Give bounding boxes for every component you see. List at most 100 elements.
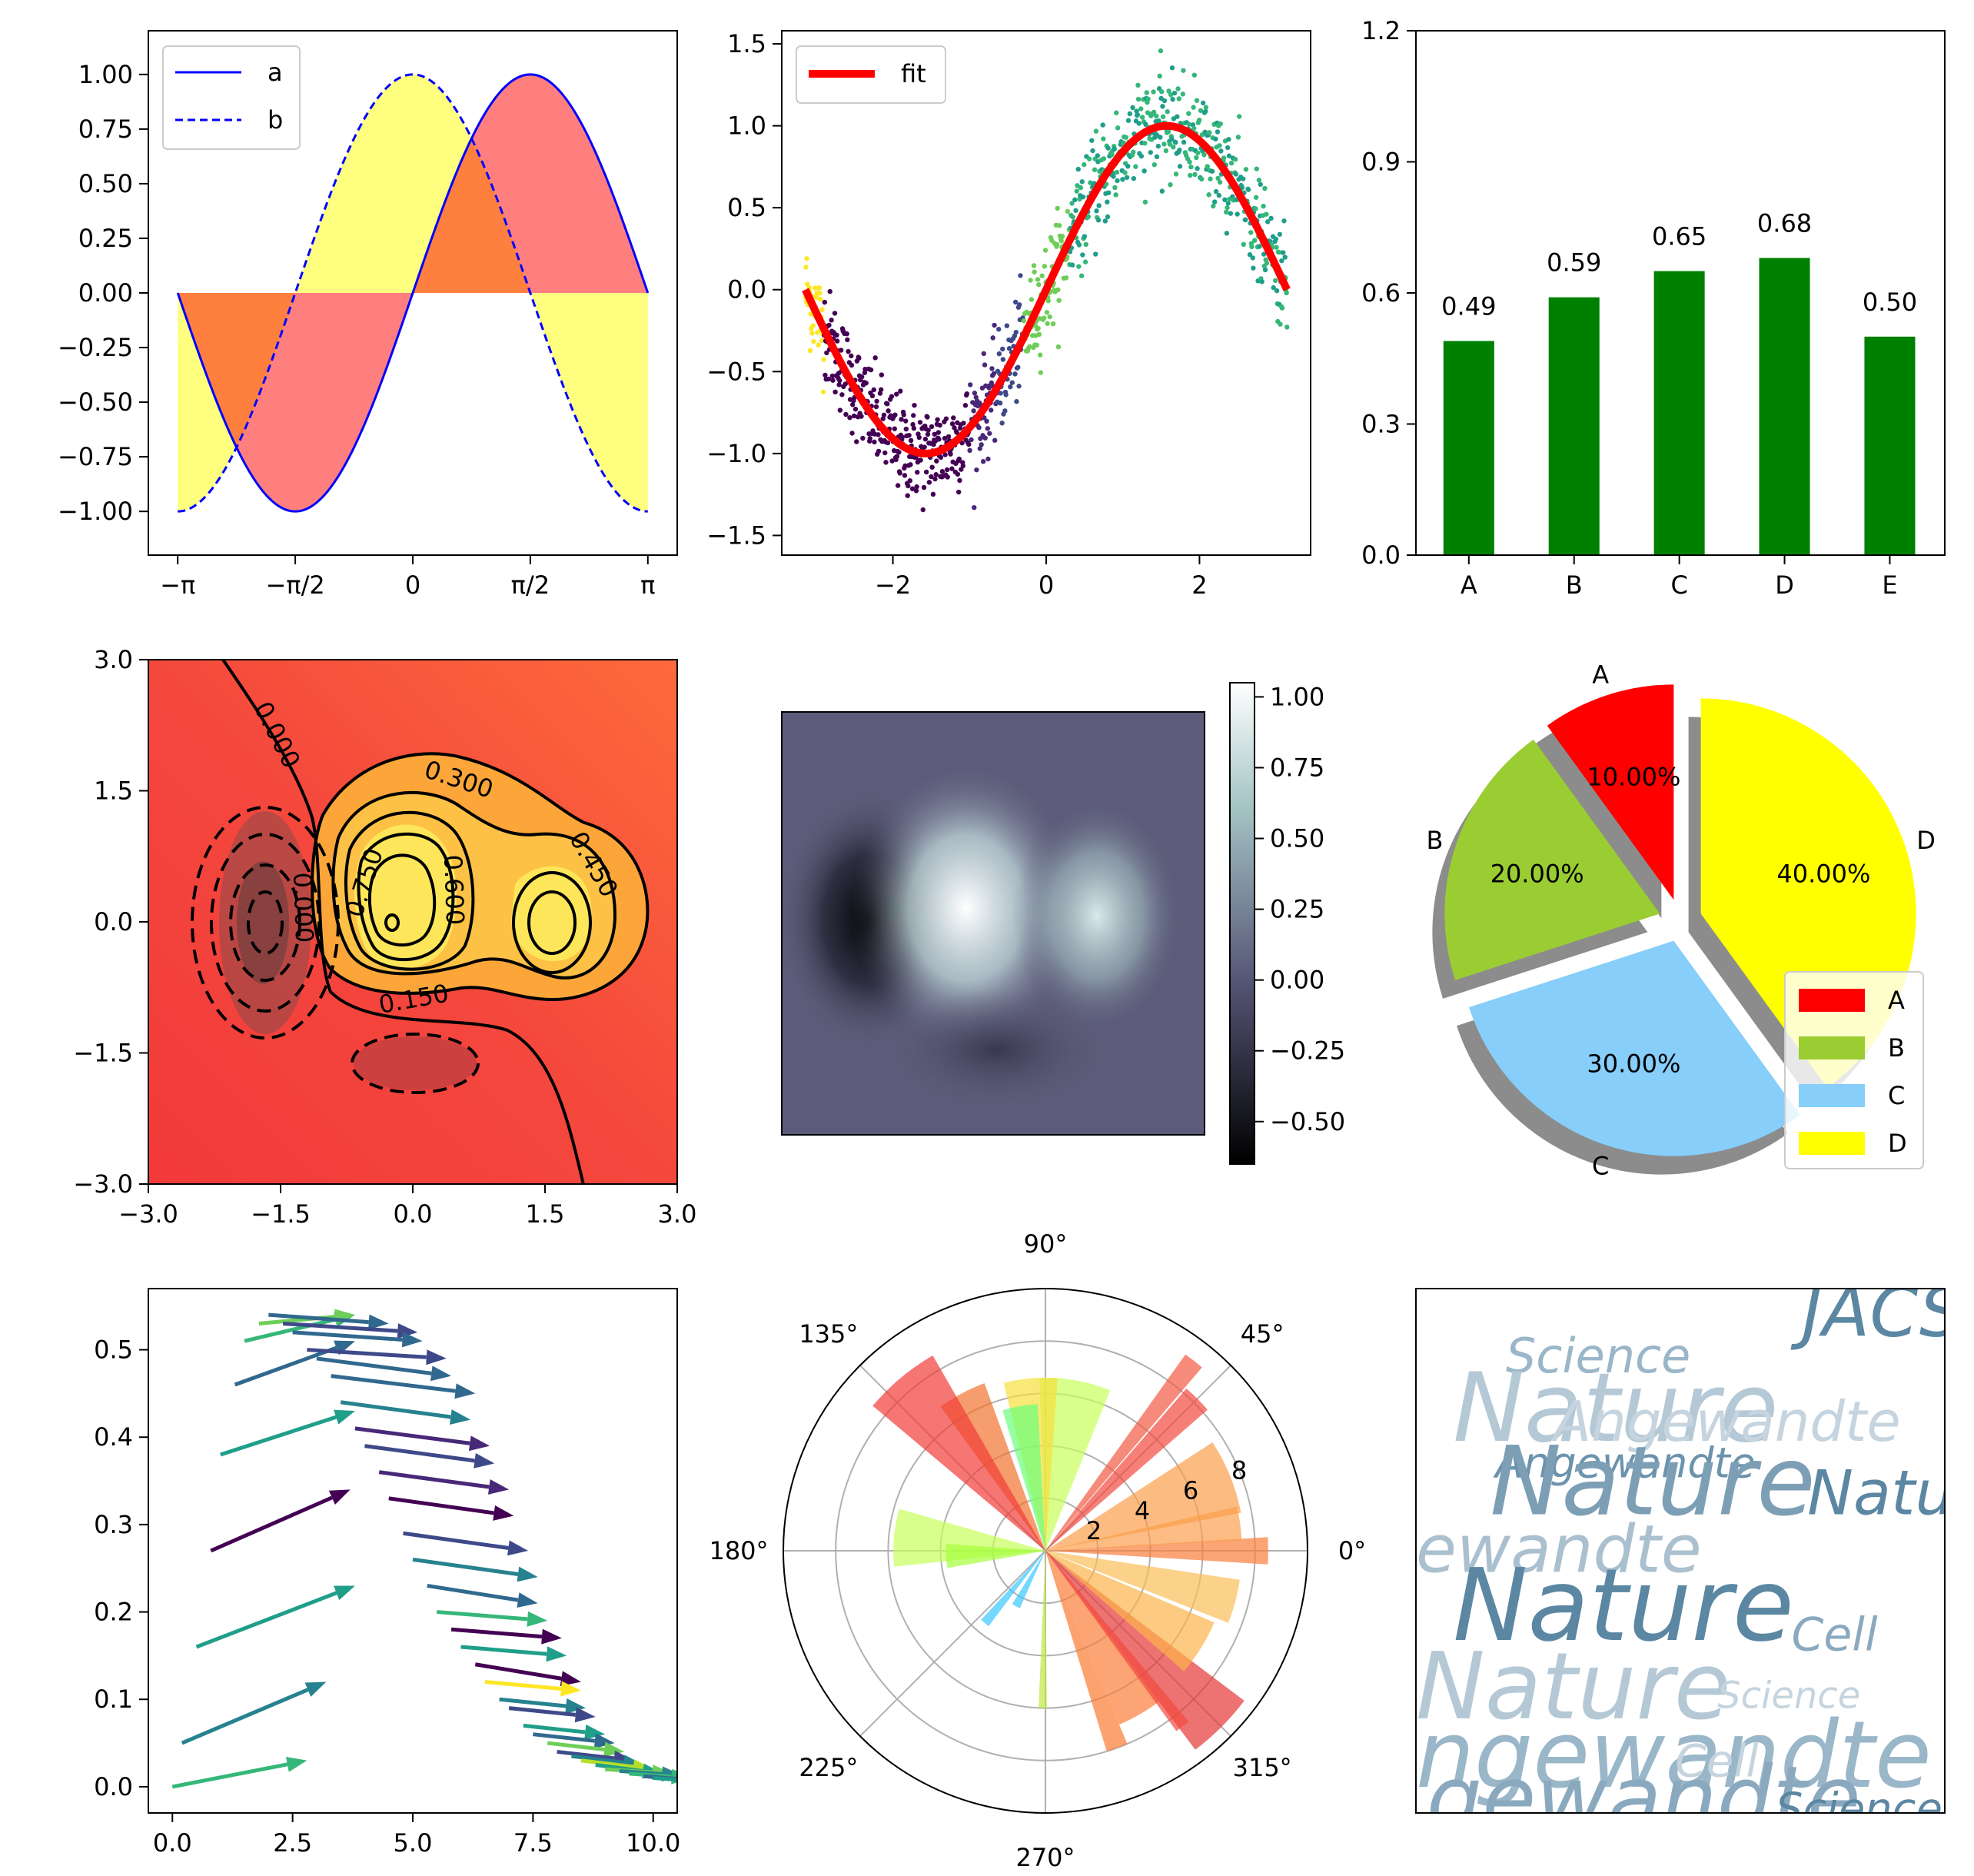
p2-point	[885, 401, 890, 407]
p2-point	[990, 335, 995, 341]
p5-image	[782, 712, 1205, 1135]
p2-point	[1274, 244, 1279, 250]
p2-point	[968, 382, 973, 388]
p3-bar	[1653, 271, 1705, 555]
p7-arrow-head	[565, 1698, 587, 1714]
p5-colorbar-tick-label: 0.50	[1270, 824, 1324, 853]
p2-point	[1029, 297, 1035, 302]
p4-zero-contour	[221, 660, 585, 1184]
p9-word: Cell	[1675, 1735, 1758, 1787]
p2-point	[1276, 249, 1281, 255]
p7-arrow-shaft	[210, 1495, 333, 1553]
p2-point	[1021, 318, 1027, 324]
p8-angle-label: 270°	[1015, 1843, 1075, 1872]
p7-arrow-shaft	[437, 1610, 528, 1622]
p3-xtick-label: E	[1882, 570, 1897, 600]
p2-point	[1093, 251, 1098, 257]
p2-point	[926, 480, 932, 485]
p7-xtick-label: 7.5	[513, 1828, 553, 1858]
p2-point	[1109, 151, 1115, 158]
p2-point	[1241, 241, 1247, 248]
p2-point	[988, 407, 994, 413]
p5-blob-bright	[851, 762, 1082, 1054]
p7-arrow-shaft	[484, 1680, 562, 1691]
p2-point	[1228, 160, 1235, 166]
p2-point	[849, 431, 855, 436]
p2-point	[1213, 136, 1218, 142]
p2-point	[836, 382, 842, 388]
p8-bar	[1045, 1551, 1240, 1623]
p2-point	[1191, 125, 1197, 131]
p8-angle-label: 135°	[799, 1319, 858, 1349]
p7-arrow-head	[328, 1489, 351, 1505]
p9-word: Nature	[1453, 1547, 1794, 1664]
p7-arrow-shaft	[220, 1415, 337, 1457]
p4-xtick-label: 1.5	[526, 1199, 565, 1229]
p1-ytick-label: 0.75	[78, 115, 133, 144]
p1-xtick-label: π	[640, 570, 655, 600]
p2-point	[1036, 282, 1042, 288]
p7-arrow-shaft	[234, 1345, 337, 1387]
p2-point	[1154, 154, 1160, 160]
p2-point	[1281, 218, 1287, 224]
p3-y-ticks: 0.0 0.3 0.6 0.9 1.2	[1361, 16, 1416, 570]
p7-arrow-shaft	[580, 1758, 634, 1769]
p7-arrow-head	[285, 1756, 307, 1772]
p2-point	[916, 434, 922, 441]
p2-point	[1279, 258, 1284, 264]
panel-fill-between: −π −π/2 0 π/2 π 1.00 0.75 0.50 0.25 0.00 −0.25 −0.…	[58, 30, 678, 600]
p8-bar	[1045, 1551, 1215, 1671]
p2-point	[1054, 241, 1060, 248]
p2-point	[1282, 254, 1288, 260]
p7-arrow-head	[681, 1771, 702, 1787]
p8-bar	[1045, 1551, 1128, 1751]
p2-point	[1036, 331, 1042, 338]
p2-y-ticks: 1.5 1.0 0.5 0.0 −0.5 −1.0 −1.5	[706, 29, 782, 550]
p7-arrow-head	[487, 1479, 510, 1495]
p2-point	[1012, 371, 1018, 377]
p2-point	[930, 491, 936, 497]
p9-word: Science	[1776, 1785, 1942, 1834]
p2-point	[1105, 145, 1111, 151]
p7-xtick-label: 5.0	[394, 1828, 433, 1858]
p2-point	[932, 476, 938, 482]
p2-point	[1065, 208, 1071, 215]
p8-angle-label: 0°	[1338, 1536, 1366, 1565]
p2-point	[1272, 278, 1278, 284]
p4-contour-peak	[384, 913, 400, 932]
p2-point	[989, 366, 995, 371]
p2-point	[942, 435, 948, 441]
p6-legend-label: D	[1888, 1129, 1907, 1158]
p2-point	[879, 387, 884, 392]
p7-arrow-shaft	[499, 1697, 567, 1708]
p2-point	[1120, 177, 1125, 182]
p2-point	[982, 362, 988, 368]
p2-point	[966, 441, 972, 447]
p5-blob-mid	[1012, 800, 1181, 1031]
p2-point	[1175, 86, 1181, 91]
p2-point	[967, 447, 972, 454]
p2-point	[821, 357, 826, 362]
p2-point	[1161, 98, 1168, 104]
p7-arrow-head	[546, 1646, 567, 1662]
p2-point	[1198, 108, 1204, 113]
p6-legend-box	[1784, 971, 1924, 1169]
p6-legend-label: B	[1888, 1033, 1905, 1063]
p2-point	[852, 406, 859, 412]
p2-point	[896, 449, 902, 455]
p2-point	[1076, 264, 1082, 269]
p2-ytick-label: 0.0	[727, 275, 766, 304]
p8-angle-label: 315°	[1233, 1753, 1292, 1782]
p6-wedge-label: C	[1592, 1152, 1609, 1181]
p2-point	[926, 427, 931, 433]
p8-radial-label: 8	[1231, 1456, 1247, 1485]
p4-contour-right-2	[527, 890, 577, 955]
p2-point	[1035, 277, 1041, 282]
p7-arrow-head	[584, 1724, 606, 1740]
p2-point	[984, 418, 989, 424]
p2-point	[810, 323, 816, 328]
p2-point	[1261, 203, 1266, 209]
p2-point	[932, 431, 938, 437]
p2-point	[1016, 384, 1022, 389]
